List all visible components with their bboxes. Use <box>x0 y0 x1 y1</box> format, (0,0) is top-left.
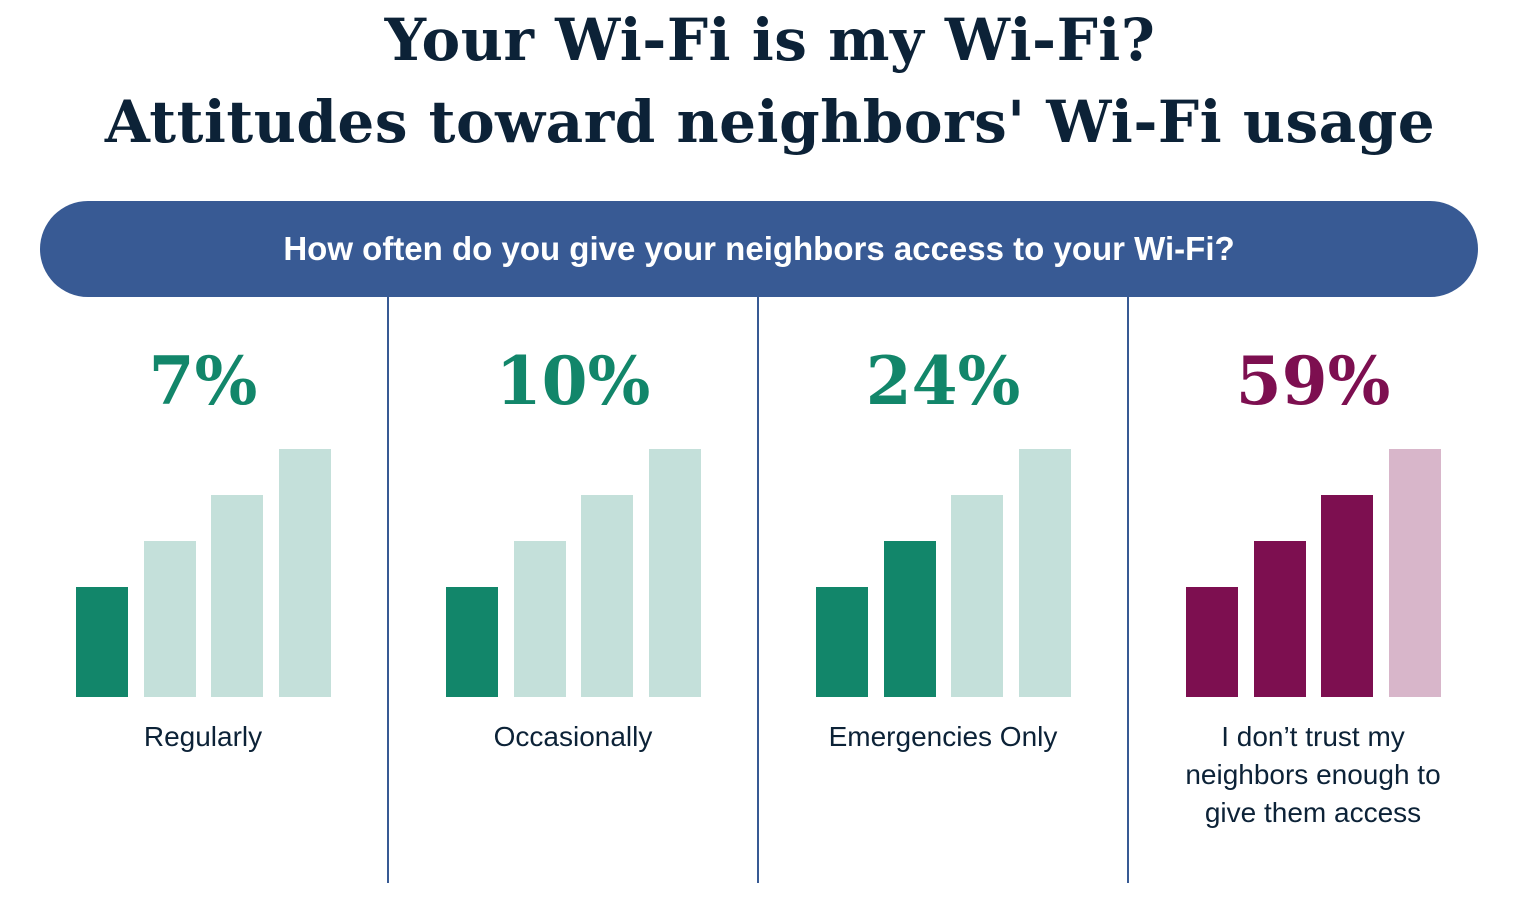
category-label: Occasionally <box>493 721 653 752</box>
panel-1: 7% Regularly <box>18 340 388 900</box>
wifi-bar-2 <box>1254 541 1306 697</box>
chart-title-line-1: Your Wi-Fi is my Wi-Fi? <box>384 6 1156 74</box>
wifi-bar-2 <box>514 541 566 697</box>
wifi-bar-2 <box>884 541 936 697</box>
panel-2: 10% Occasionally <box>388 340 758 900</box>
value-label: 24% <box>865 342 1021 420</box>
wifi-bar-2 <box>144 541 196 697</box>
wifi-bar-1 <box>816 587 868 697</box>
wifi-bar-3 <box>951 495 1003 697</box>
question-text: How often do you give your neighbors acc… <box>283 230 1235 267</box>
wifi-bar-4 <box>279 449 331 697</box>
category-label: Regularly <box>143 721 263 752</box>
wifi-bar-1 <box>1186 587 1238 697</box>
wifi-bar-4 <box>1019 449 1071 697</box>
wifi-bar-3 <box>1321 495 1373 697</box>
divider <box>757 297 759 883</box>
divider <box>387 297 389 883</box>
value-label: 7% <box>148 342 258 420</box>
question-banner: How often do you give your neighbors acc… <box>40 201 1478 297</box>
wifi-bar-3 <box>211 495 263 697</box>
wifi-bar-1 <box>446 587 498 697</box>
value-label: 59% <box>1235 342 1391 420</box>
chart-title-line-2: Attitudes toward neighbors' Wi-Fi usage <box>104 88 1436 156</box>
category-label: Emergencies Only <box>828 721 1058 752</box>
wifi-bar-3 <box>581 495 633 697</box>
category-label: I don’t trust my neighbors enough to giv… <box>1185 721 1441 828</box>
value-label: 10% <box>495 342 651 420</box>
panel-4: 59% I don’t trust my neighbors enough to … <box>1128 340 1498 900</box>
divider <box>1127 297 1129 883</box>
wifi-bar-4 <box>649 449 701 697</box>
panel-3: 24% Emergencies Only <box>758 340 1128 900</box>
wifi-bar-4 <box>1389 449 1441 697</box>
wifi-bar-1 <box>76 587 128 697</box>
